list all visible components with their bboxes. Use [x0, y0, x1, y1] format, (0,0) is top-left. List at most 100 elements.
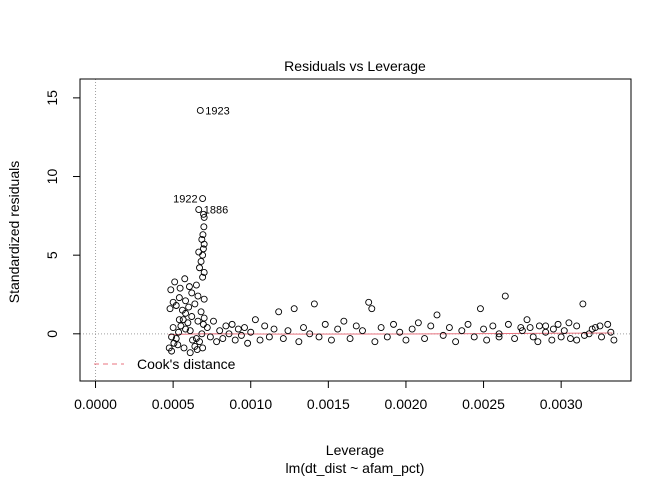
plot-frame — [79, 78, 632, 382]
data-point — [216, 327, 224, 335]
data-point — [180, 344, 188, 352]
data-point — [241, 324, 248, 331]
legend: Cook's distance — [94, 356, 236, 372]
data-point — [377, 324, 385, 331]
data-point — [396, 328, 404, 336]
x-tick-label: 0.0020 — [385, 396, 428, 412]
data-point — [573, 336, 581, 344]
data-point — [194, 317, 202, 325]
data-point — [199, 231, 207, 239]
data-point — [188, 289, 196, 297]
data-point — [427, 322, 435, 330]
data-point — [610, 336, 618, 344]
data-point — [275, 308, 283, 316]
data-point — [607, 328, 615, 336]
data-point — [196, 264, 203, 272]
data-point — [186, 349, 194, 357]
data-point — [213, 338, 221, 346]
data-point — [210, 317, 217, 325]
data-point — [452, 338, 460, 346]
data-point — [178, 306, 186, 314]
data-point — [596, 322, 604, 330]
data-point — [585, 330, 593, 338]
data-point — [495, 333, 503, 341]
data-point — [295, 338, 303, 346]
data-point — [195, 248, 203, 256]
y-axis: 0 5 10 15 — [44, 90, 81, 338]
data-point — [315, 333, 323, 341]
data-point — [511, 335, 519, 342]
data-point — [182, 297, 189, 305]
data-point — [184, 319, 192, 327]
data-point — [270, 325, 278, 333]
data-point — [458, 327, 466, 335]
data-point — [346, 335, 354, 342]
point-label-1923: 1923 — [205, 105, 229, 117]
data-point — [169, 324, 177, 331]
x-tick-label: 0.0010 — [229, 396, 272, 412]
data-point — [219, 335, 227, 342]
data-point — [179, 316, 187, 324]
data-point — [365, 298, 373, 306]
data-point — [489, 322, 497, 330]
data-point — [194, 292, 202, 300]
data-point — [535, 322, 543, 330]
x-axis-sublabel: lm(dt_dist ~ afam_pct) — [286, 460, 425, 476]
data-point — [439, 331, 447, 339]
y-axis-label: Standardized residuals — [6, 161, 22, 303]
data-point — [567, 335, 574, 342]
y-tick-label: 15 — [44, 90, 60, 106]
data-point — [225, 330, 233, 338]
data-point — [383, 333, 391, 341]
data-point — [222, 322, 230, 330]
data-point — [200, 213, 208, 221]
data-point — [197, 308, 205, 316]
data-point — [261, 322, 269, 330]
data-point — [174, 341, 182, 349]
point-label-1886: 1886 — [204, 205, 228, 217]
x-tick-label: 0.0005 — [152, 396, 195, 412]
y-tick-label: 0 — [44, 330, 60, 338]
data-point — [557, 333, 565, 341]
point-label-1922: 1922 — [173, 194, 197, 206]
data-point — [199, 344, 207, 352]
data-point — [256, 336, 264, 344]
data-point — [334, 325, 342, 333]
data-point — [185, 283, 193, 291]
data-point — [199, 245, 207, 253]
data-point — [192, 281, 200, 289]
data-point — [234, 325, 242, 333]
data-point — [290, 305, 298, 313]
data-point — [175, 294, 183, 302]
data-points — [165, 107, 618, 357]
data-point — [433, 311, 441, 319]
data-point — [172, 335, 180, 342]
data-point — [480, 325, 487, 333]
data-point — [192, 335, 200, 342]
data-point — [598, 333, 605, 341]
point-labels: 1923 1922 1886 — [173, 105, 230, 216]
labeled-data-point — [195, 206, 203, 214]
x-axis: 0.0000 0.0005 0.0010 0.0015 0.0020 0.0025 0.00… — [74, 380, 583, 412]
data-point — [237, 331, 245, 339]
data-point — [526, 324, 534, 331]
data-point — [206, 333, 214, 341]
data-point — [402, 336, 410, 344]
data-point — [175, 316, 183, 324]
data-point — [321, 320, 329, 328]
smoother-line — [168, 332, 613, 336]
data-point — [340, 317, 348, 325]
data-point — [414, 319, 422, 327]
data-point — [200, 210, 207, 218]
data-point — [182, 325, 189, 333]
x-tick-label: 0.0000 — [74, 396, 117, 412]
data-point — [518, 327, 526, 335]
smoother-path — [168, 332, 613, 336]
data-point — [476, 305, 484, 313]
data-point — [199, 251, 207, 259]
data-point — [421, 335, 429, 342]
data-point — [359, 327, 366, 335]
data-point — [200, 314, 208, 322]
data-point — [247, 328, 255, 336]
